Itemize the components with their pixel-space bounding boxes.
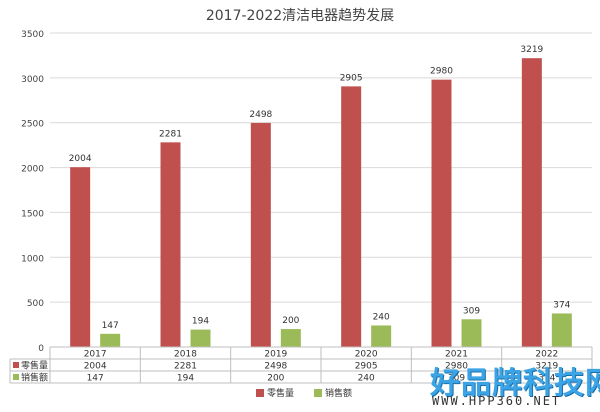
bar-value-label: 2498 — [249, 110, 272, 120]
bar-value-label: 3219 — [520, 45, 543, 55]
bar-value-label: 240 — [373, 312, 390, 322]
x-tick-label: 2018 — [174, 350, 197, 360]
table-cell: 2498 — [264, 362, 287, 372]
table-cell: 2905 — [355, 362, 378, 372]
table-cell: 374 — [538, 374, 555, 384]
legend: 零售量 销售额 — [256, 387, 352, 399]
watermark-logo: 好品牌科技网 — [430, 366, 600, 401]
table-legend-swatch — [13, 362, 19, 368]
watermark-url: WWW.HPP360.NET — [432, 394, 562, 408]
table-cell: 2980 — [445, 362, 468, 372]
bar-value-label: 2980 — [430, 67, 453, 77]
y-axis: 0 500 1000 1500 2000 2500 3000 3500 — [21, 30, 44, 354]
bar — [341, 86, 362, 347]
table-cell: 200 — [267, 374, 284, 384]
table-legend-swatch — [13, 374, 19, 380]
table-cell: 240 — [358, 374, 375, 384]
bar-value-label: 147 — [102, 321, 119, 331]
bar — [190, 329, 211, 347]
bar-value-label: 2281 — [159, 129, 182, 139]
bar — [280, 329, 301, 347]
bar — [250, 122, 271, 348]
legend-swatch — [314, 389, 322, 397]
bars: 2004 2281 2498 2905 2980 3219 147 194 200 240 309 3… — [69, 45, 572, 348]
bar — [371, 325, 392, 347]
bar — [461, 319, 482, 347]
y-tick-label: 500 — [27, 299, 44, 309]
bar-value-label: 200 — [282, 316, 299, 326]
x-tick-label: 2019 — [264, 350, 287, 360]
table-cell: 309 — [448, 374, 465, 384]
y-tick-label: 3500 — [21, 30, 44, 40]
table-cell: 3219 — [535, 362, 558, 372]
table-cell: 147 — [87, 374, 104, 384]
x-tick-label: 2022 — [535, 350, 558, 360]
y-tick-label: 1000 — [21, 254, 44, 264]
table-cell: 2004 — [84, 362, 107, 372]
x-tick-label: 2017 — [84, 350, 107, 360]
bar — [70, 167, 91, 347]
bar — [521, 58, 542, 347]
y-tick-label: 0 — [38, 344, 44, 354]
table-series-name: 零售量 — [21, 360, 48, 372]
bar — [100, 333, 121, 347]
legend-label: 销售额 — [325, 387, 352, 399]
x-tick-label: 2021 — [445, 350, 468, 360]
data-table: 2017 2018 2019 2020 2021 2022 零售量 2004 2281 2498 2… — [9, 346, 593, 384]
bar-value-label: 194 — [192, 317, 209, 327]
x-tick-label: 2020 — [355, 350, 378, 360]
y-tick-label: 3000 — [21, 75, 44, 85]
y-tick-label: 1500 — [21, 209, 44, 219]
bar — [431, 79, 452, 347]
bar — [551, 313, 572, 347]
bar-value-label: 374 — [553, 300, 570, 310]
table-cell: 2281 — [174, 362, 197, 372]
chart-title: 2017-2022清洁电器趋势发展 — [206, 8, 394, 24]
y-tick-label: 2000 — [21, 165, 44, 175]
bar — [160, 142, 181, 347]
legend-swatch — [256, 389, 264, 397]
gridlines — [50, 32, 592, 348]
y-tick-label: 2500 — [21, 120, 44, 130]
bar-value-label: 2004 — [69, 154, 92, 164]
legend-label: 零售量 — [267, 387, 294, 399]
bar-value-label: 309 — [463, 306, 480, 316]
table-series-name: 销售额 — [21, 372, 48, 384]
table-cell: 194 — [177, 374, 194, 384]
bar-value-label: 2905 — [340, 73, 363, 83]
